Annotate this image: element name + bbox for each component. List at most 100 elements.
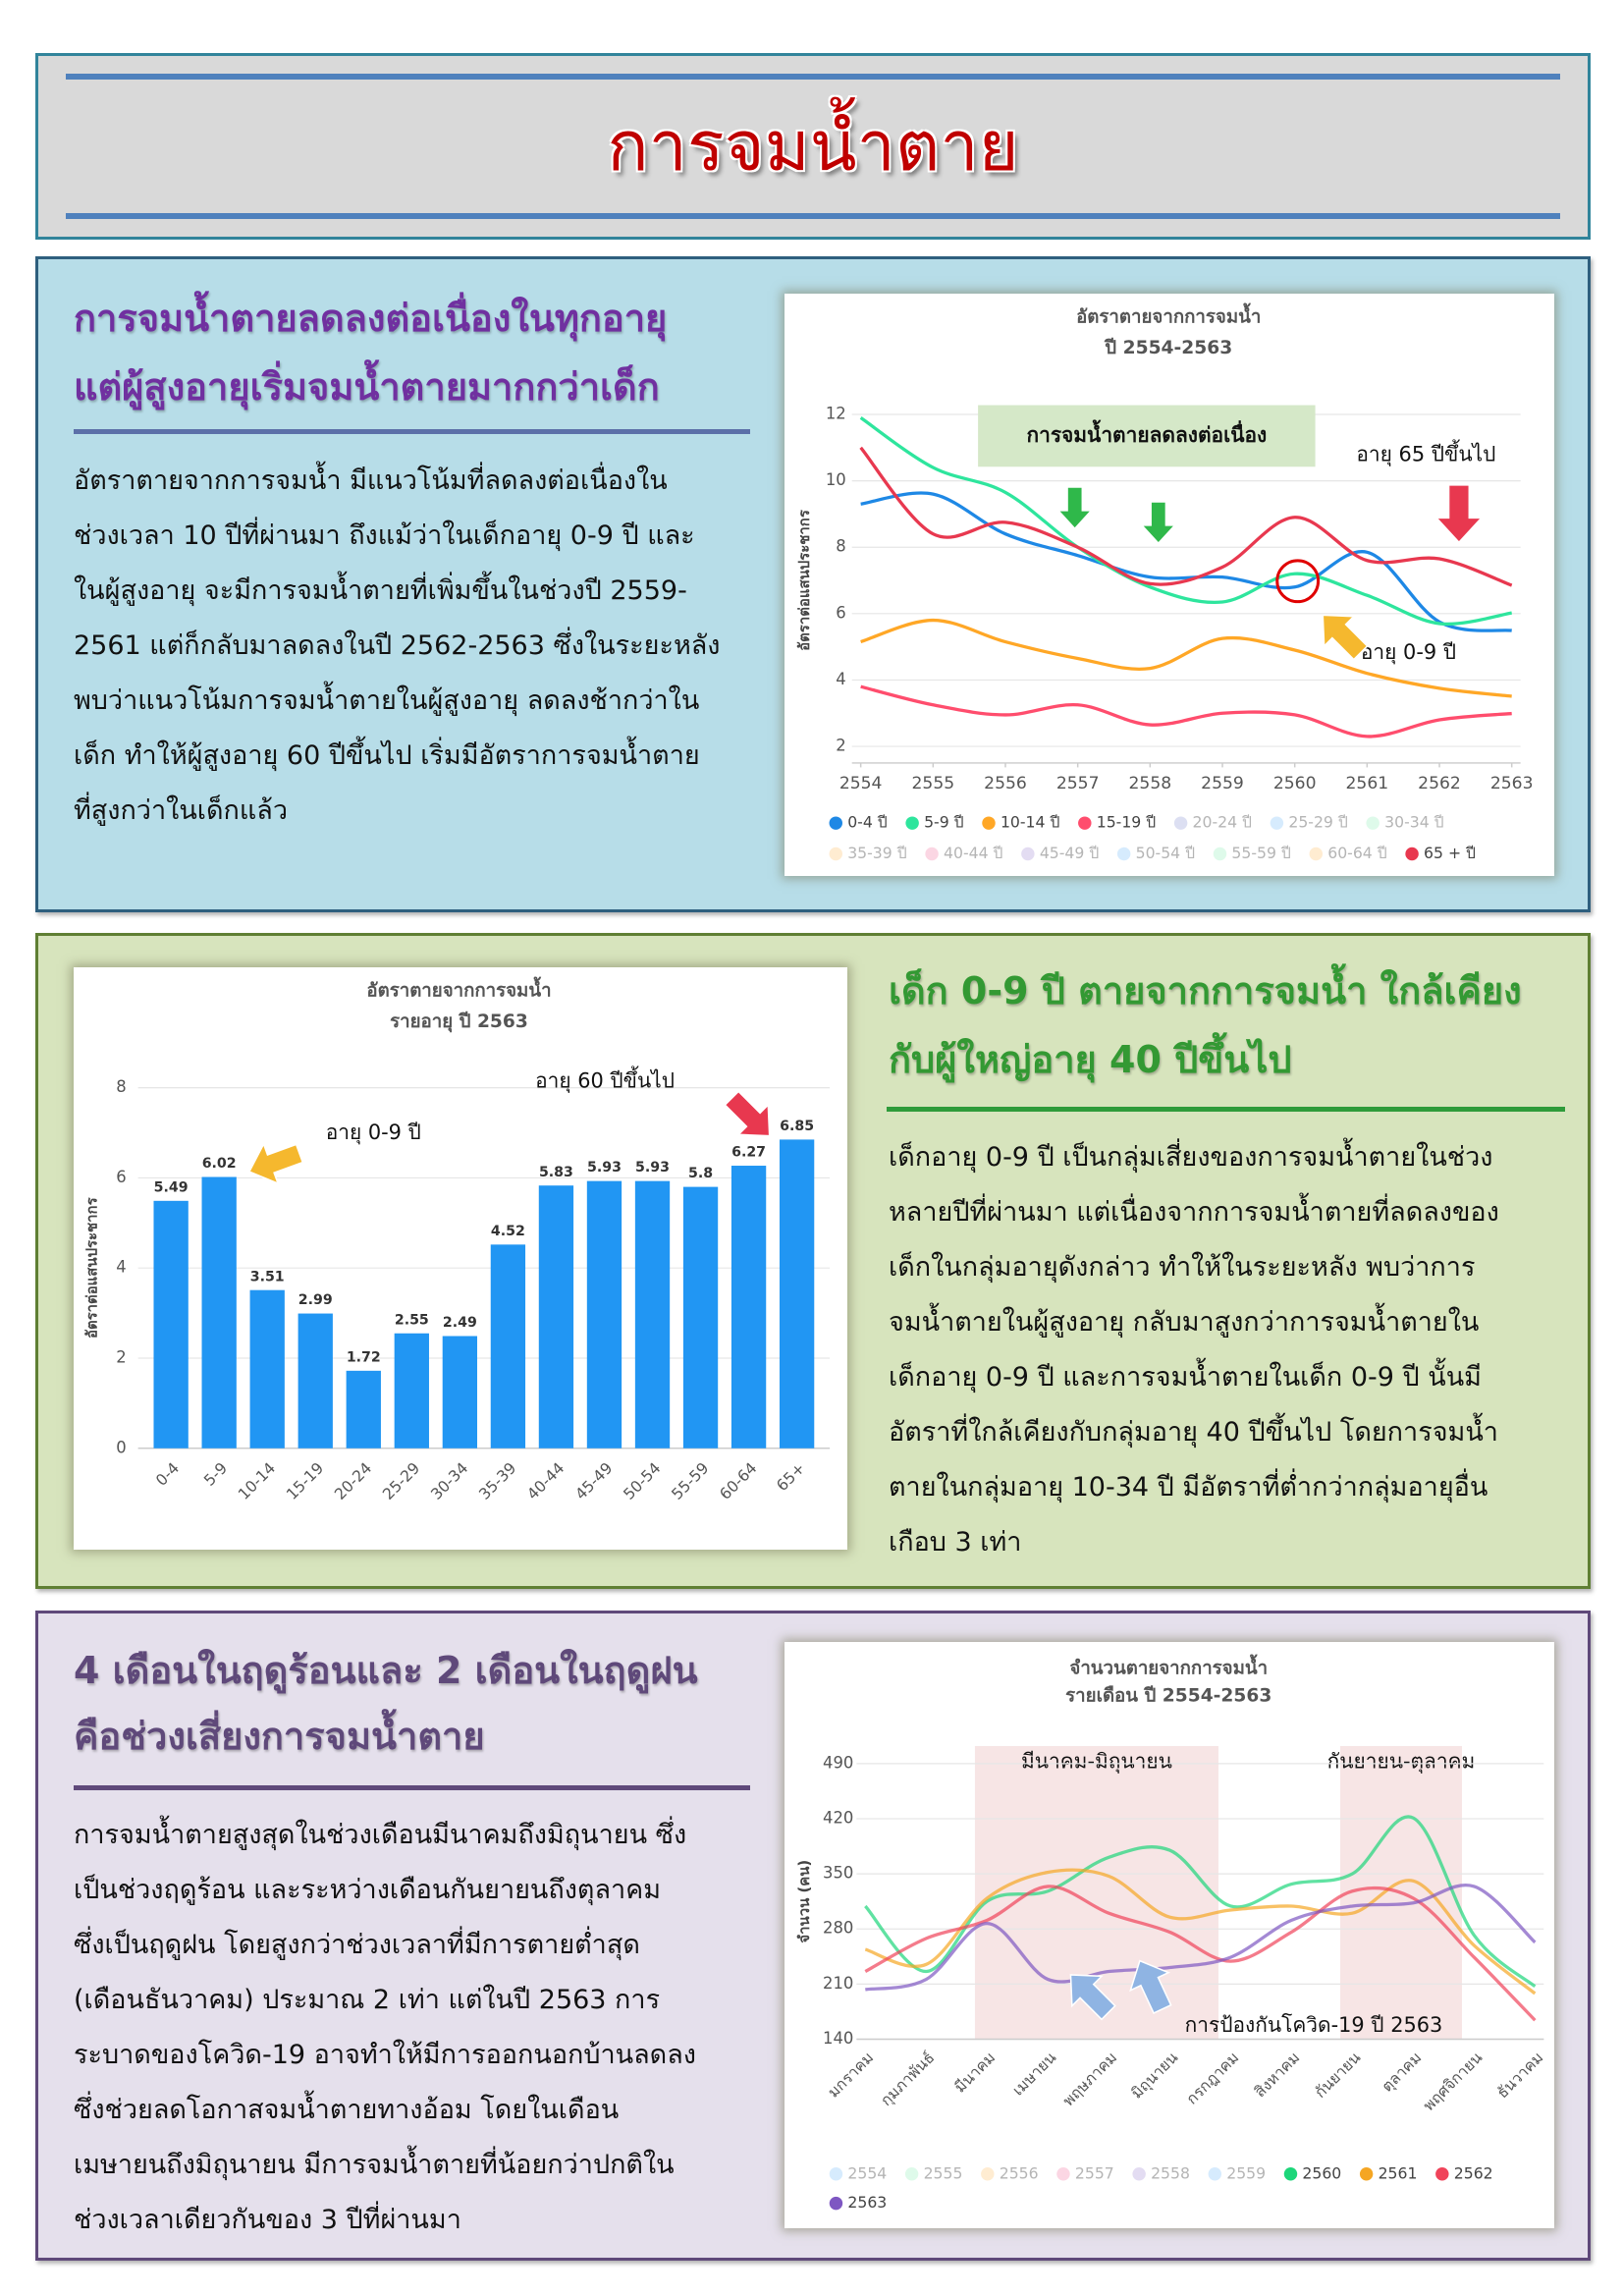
text-line: ช่วงเวลา 10 ปีที่ผ่านมา ถึงแม้ว่าในเด็กอ… bbox=[74, 520, 695, 551]
text-line: เด็กอายุ 0-9 ปี เป็นกลุ่มเสี่ยงของการจมน… bbox=[889, 1142, 1493, 1173]
legend-item: 20-24 ปี bbox=[1173, 813, 1253, 832]
legend-label: 30-34 ปี bbox=[1384, 813, 1444, 832]
line-series bbox=[859, 416, 1512, 627]
section-heading: 4 เดือนในฤดูร้อนและ 2 เดือนในฤดูฝน คือช่ว… bbox=[74, 1638, 698, 1770]
line-series bbox=[859, 446, 1513, 587]
legend-marker bbox=[829, 847, 842, 861]
x-tick-label: กุมภาพันธ์ bbox=[877, 2048, 939, 2109]
x-tick-label: 2557 bbox=[1056, 774, 1100, 793]
text-line: ซึ่งช่วยลดโอกาสจมน้ำตายทางอ้อม โดยในเดือ… bbox=[74, 2095, 620, 2125]
section-heading: เด็ก 0-9 ปี ตายจากการจมน้ำ ใกล้เคียง กับผ… bbox=[889, 957, 1522, 1094]
line-series bbox=[864, 1885, 1537, 2022]
legend-label: 2562 bbox=[1454, 2163, 1493, 2182]
bar bbox=[153, 1200, 189, 1449]
section: อัตราตายจากการจมน้ำ รายอายุ ปี 2563 อัตราต… bbox=[35, 933, 1591, 1589]
legend-marker bbox=[1132, 2167, 1146, 2181]
text-line: เด็ก ทำให้ผู้สูงอายุ 60 ปีขึ้นไป เริ่มมี… bbox=[74, 740, 700, 771]
header: การจมน้ำตาย bbox=[35, 53, 1591, 240]
data-label: 5.8 bbox=[688, 1166, 713, 1181]
legend-item: 35-39 ปี bbox=[829, 844, 907, 862]
legend-item: 2556 bbox=[981, 2163, 1039, 2182]
line-series bbox=[860, 491, 1512, 632]
x-tick-label: พฤษภาคม bbox=[1058, 2048, 1120, 2109]
y-tick-label: 0 bbox=[116, 1438, 126, 1456]
y-axis-title: อัตราต่อแสนประชากร bbox=[795, 510, 813, 651]
legend-item: 2554 bbox=[829, 2163, 887, 2182]
x-tick-label: 2555 bbox=[911, 774, 954, 793]
legend-item: 0-4 ปี bbox=[829, 813, 888, 832]
legend-marker bbox=[1213, 847, 1227, 861]
line-series bbox=[864, 1868, 1537, 1995]
annotation-box bbox=[978, 405, 1316, 467]
y-axis-title: อัตราต่อแสนประชากร bbox=[82, 1197, 100, 1339]
legend-label: 20-24 ปี bbox=[1193, 813, 1253, 832]
legend-label: 0-4 ปี bbox=[847, 813, 888, 832]
legend-label: 2554 bbox=[847, 2163, 887, 2182]
legend-label: 2558 bbox=[1151, 2163, 1190, 2182]
legend-marker bbox=[1435, 2167, 1449, 2181]
legend-label: 2557 bbox=[1075, 2163, 1114, 2182]
x-tick-label: ตุลาคม bbox=[1378, 2048, 1426, 2096]
text-line: แต่ผู้สูงอายุเริ่มจมน้ำตายมากกว่าเด็ก bbox=[74, 365, 660, 409]
legend-marker bbox=[829, 2196, 843, 2211]
legend-marker bbox=[1359, 2167, 1374, 2181]
legend-marker bbox=[1078, 816, 1092, 830]
chart-title: จำนวนตายจากการจมน้ำ bbox=[1069, 1654, 1268, 1678]
legend-marker bbox=[1208, 2167, 1222, 2181]
y-tick-label: 280 bbox=[823, 1919, 853, 1938]
data-label: 1.72 bbox=[347, 1349, 381, 1365]
bar bbox=[730, 1166, 767, 1449]
legend-item: 50-54 ปี bbox=[1116, 844, 1195, 862]
text-line: เมษายนถึงมิถุนายน มีการจมน้ำตายที่น้อยกว… bbox=[74, 2150, 675, 2180]
chart-panel: อัตราตายจากการจมน้ำ รายอายุ ปี 2563 อัตราต… bbox=[74, 967, 847, 1550]
bar bbox=[249, 1289, 285, 1449]
legend-item: 40-44 ปี bbox=[925, 844, 1003, 862]
data-label: 2.55 bbox=[395, 1312, 429, 1328]
data-label: 6.27 bbox=[731, 1145, 766, 1161]
legend-label: 5-9 ปี bbox=[924, 813, 964, 832]
text-line: จมน้ำตายในผู้สูงอายุ กลับมาสูงกว่าการจมน… bbox=[889, 1307, 1480, 1338]
bar bbox=[682, 1186, 719, 1449]
data-label: 4.52 bbox=[491, 1224, 525, 1239]
bar bbox=[394, 1333, 429, 1449]
bar bbox=[442, 1336, 478, 1449]
text-line: ระบาดของโควิด-19 อาจทำให้มีการออกนอกบ้าน… bbox=[74, 2040, 696, 2070]
legend-label: 40-44 ปี bbox=[944, 844, 1003, 862]
arrow bbox=[1322, 614, 1369, 661]
bar bbox=[586, 1180, 622, 1449]
legend-marker bbox=[1173, 816, 1188, 830]
x-tick-label: 2559 bbox=[1201, 774, 1244, 793]
y-tick-label: 12 bbox=[826, 405, 846, 423]
text-line: การจมน้ำตายสูงสุดในช่วงเดือนมีนาคมถึงมิถ… bbox=[74, 1820, 687, 1850]
y-tick-label: 6 bbox=[836, 603, 845, 622]
text-line: หลายปีที่ผ่านมา แต่เนื่องจากการจมน้ำตายท… bbox=[889, 1197, 1499, 1228]
legend-item: 2560 bbox=[1283, 2163, 1341, 2182]
header-rule bbox=[66, 213, 1560, 219]
legend-marker bbox=[1283, 2167, 1298, 2181]
bar bbox=[490, 1244, 526, 1449]
legend-item: 2558 bbox=[1132, 2163, 1190, 2182]
annotation: อายุ 0-9 ปี bbox=[1361, 640, 1456, 665]
y-tick-label: 350 bbox=[823, 1864, 853, 1883]
x-tick-label: มกราคม bbox=[824, 2048, 877, 2101]
y-tick-label: 140 bbox=[823, 2029, 853, 2048]
x-tick-label: กรกฎาคม bbox=[1182, 2048, 1242, 2107]
chart-panel: อัตราตายจากการจมน้ำ ปี 2554-2563 อัตราต่อแ… bbox=[784, 294, 1554, 876]
text-line: เด็กอายุ 0-9 ปี และการจมน้ำตายในเด็ก 0-9… bbox=[889, 1362, 1482, 1393]
y-tick-label: 210 bbox=[823, 1974, 853, 1993]
text-line: เกือบ 3 เท่า bbox=[889, 1527, 1022, 1558]
legend-marker bbox=[905, 816, 919, 830]
x-tick-label: เมษายน bbox=[1008, 2048, 1059, 2099]
arrow bbox=[1141, 501, 1176, 544]
legend-label: 2561 bbox=[1379, 2163, 1418, 2182]
chart: อัตราตายจากการจมน้ำปี 2554-2563 อัตราต่อแ… bbox=[795, 302, 1534, 862]
x-tick-label: มิถุนายน bbox=[1127, 2048, 1182, 2103]
text-line: ที่สูงกว่าในเด็กแล้ว bbox=[74, 795, 288, 826]
text-line: กับผู้ใหญ่อายุ 40 ปีขึ้นไป bbox=[889, 1038, 1292, 1081]
annotation: อายุ 65 ปีขึ้นไป bbox=[1356, 439, 1495, 466]
legend-marker bbox=[1116, 847, 1131, 861]
legend-item: 30-34 ปี bbox=[1366, 813, 1444, 832]
section: 4 เดือนในฤดูร้อนและ 2 เดือนในฤดูฝน คือช่ว… bbox=[35, 1611, 1591, 2261]
